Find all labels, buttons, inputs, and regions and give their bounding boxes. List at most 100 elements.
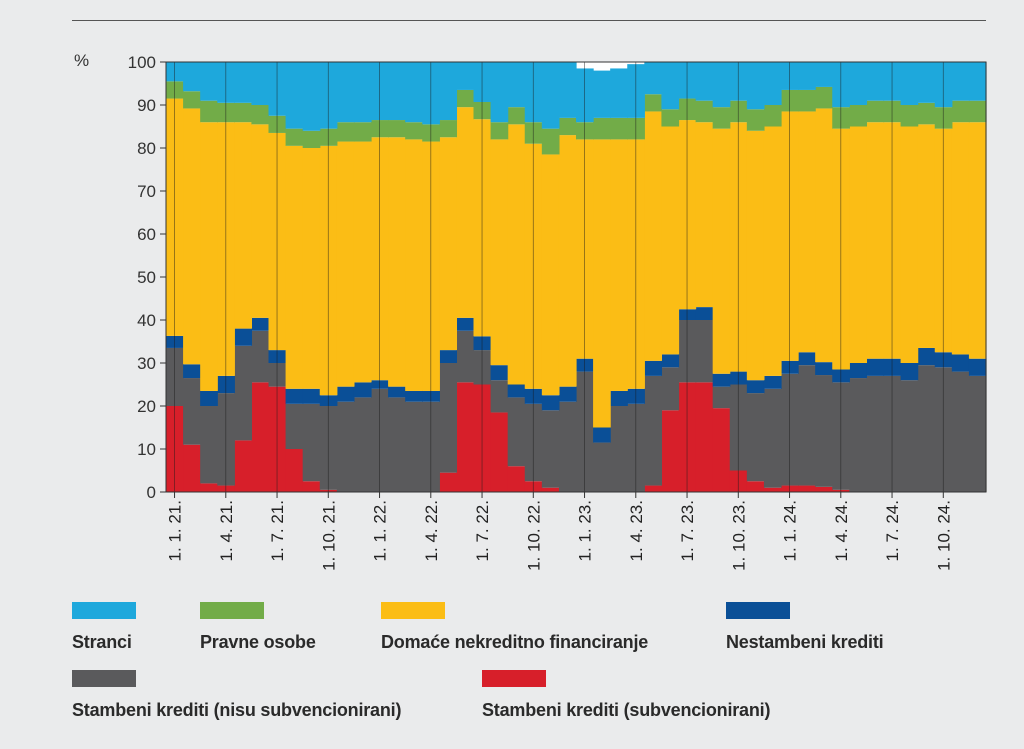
segment: [456, 107, 475, 318]
segment: [558, 386, 577, 402]
segment: [968, 100, 987, 123]
segment: [695, 122, 714, 308]
segment: [456, 89, 475, 108]
segment: [285, 62, 304, 129]
segment: [353, 397, 372, 492]
x-tick-label: 1. 7. 24.: [883, 500, 902, 561]
segment: [610, 139, 628, 391]
segment: [593, 139, 611, 428]
y-tick-label: 0: [147, 483, 156, 502]
segment: [798, 62, 816, 90]
segment: [712, 62, 731, 108]
stacked-area-chart: % 0 10 20 30 40 50 60 70 80 90 100 1. 1. 21. 1. 4. …: [74, 51, 987, 571]
segment: [541, 62, 560, 129]
segment: [200, 406, 218, 484]
segment: [849, 363, 868, 379]
segment: [285, 449, 304, 492]
segment: [507, 124, 526, 385]
y-tick-label: 80: [137, 139, 156, 158]
segment: [763, 126, 782, 376]
segment: [234, 102, 253, 123]
legend-label-stranci: Stranci: [72, 632, 132, 652]
segment: [200, 390, 218, 406]
segment: [798, 365, 816, 486]
segment: [712, 107, 731, 129]
segment: [302, 403, 321, 482]
segment: [541, 395, 560, 411]
segment: [866, 358, 885, 376]
segment: [661, 367, 680, 411]
segment: [388, 397, 406, 492]
series-0: [166, 382, 850, 492]
segment: [644, 94, 663, 112]
segment: [285, 388, 304, 404]
segment: [251, 382, 270, 492]
segment: [849, 62, 868, 105]
segment: [712, 128, 731, 374]
segment: [917, 347, 936, 366]
segment: [610, 68, 628, 118]
segment: [456, 317, 475, 331]
segment: [251, 62, 270, 105]
segment: [234, 122, 253, 329]
segment: [695, 62, 714, 101]
segment: [388, 62, 406, 121]
segment: [490, 139, 509, 366]
segment: [507, 107, 526, 125]
segment: [456, 62, 475, 90]
segment: [798, 352, 816, 366]
segment: [353, 122, 372, 142]
segment: [712, 373, 731, 387]
segment: [200, 100, 218, 123]
x-tick-label: 1. 10. 22.: [524, 500, 543, 571]
y-tick-label: 30: [137, 354, 156, 373]
x-tick-label: 1. 7. 23.: [678, 500, 697, 561]
segment: [353, 62, 372, 123]
segment: [558, 401, 577, 492]
segment: [302, 148, 321, 389]
segment: [644, 375, 663, 486]
segment: [200, 62, 218, 101]
segment: [763, 375, 782, 389]
segment: [490, 122, 509, 140]
x-tick-label: 1. 4. 23.: [627, 500, 646, 561]
segment: [507, 384, 526, 398]
segment: [541, 128, 560, 155]
x-tick-label: 1. 7. 21.: [268, 500, 287, 561]
legend-label-nestambeni: Nestambeni krediti: [726, 632, 884, 652]
segment: [439, 472, 458, 492]
segment: [302, 388, 321, 404]
segment: [695, 382, 714, 492]
segment: [251, 317, 270, 331]
segment: [849, 378, 868, 492]
segment: [507, 466, 526, 492]
segment: [302, 62, 321, 131]
x-tick-label: 1. 10. 21.: [319, 500, 338, 571]
segment: [456, 382, 475, 492]
segment: [815, 86, 833, 109]
segment: [866, 375, 885, 492]
segment: [336, 122, 355, 142]
segment: [183, 91, 201, 109]
segment: [866, 100, 885, 123]
segment: [661, 62, 680, 110]
segment: [951, 100, 970, 123]
segment: [968, 62, 987, 101]
segment: [746, 380, 765, 394]
segment: [644, 62, 663, 95]
segment: [951, 62, 970, 101]
segment: [507, 62, 526, 108]
segment: [644, 111, 663, 361]
segment: [866, 122, 885, 359]
segment: [200, 122, 218, 391]
segment: [917, 102, 936, 125]
series-4: [166, 81, 987, 155]
x-tick-label: 1. 10. 23.: [729, 500, 748, 571]
x-tick-label: 1. 4. 22.: [422, 500, 441, 561]
x-tick-label: 1. 10. 24.: [934, 500, 953, 571]
segment: [695, 100, 714, 123]
segment: [900, 105, 919, 127]
segment: [439, 363, 458, 473]
y-tick-label: 100: [128, 53, 156, 72]
segment: [336, 62, 355, 123]
